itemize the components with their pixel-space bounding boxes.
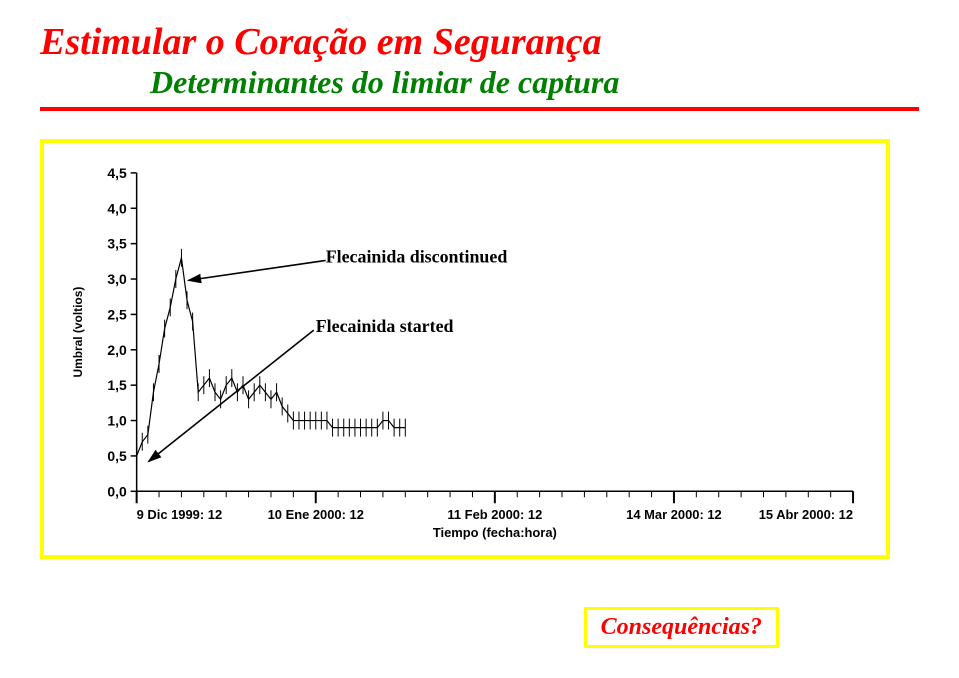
divider-rule (40, 107, 919, 111)
svg-text:1,0: 1,0 (107, 413, 127, 429)
svg-text:15 Abr 2000: 12: 15 Abr 2000: 12 (759, 507, 853, 522)
svg-text:10 Ene 2000: 12: 10 Ene 2000: 12 (268, 507, 364, 522)
svg-text:Flecainida discontinued: Flecainida discontinued (326, 246, 508, 266)
svg-text:11 Feb 2000: 12: 11 Feb 2000: 12 (447, 507, 542, 522)
footer-text: Consequências? (601, 614, 762, 640)
svg-text:2,0: 2,0 (107, 342, 127, 358)
svg-text:Flecainida started: Flecainida started (316, 316, 454, 336)
threshold-chart: 0,0 0,5 1,0 1,5 2,0 2,5 3,0 3,5 4,0 4,5 Umbral (vo… (54, 153, 876, 551)
svg-text:14 Mar 2000: 12: 14 Mar 2000: 12 (626, 507, 722, 522)
footer-box: Consequências? (584, 607, 779, 648)
svg-text:9 Dic 1999: 12: 9 Dic 1999: 12 (137, 507, 223, 522)
slide-subtitle: Determinantes do limiar de captura (150, 64, 919, 101)
slide-title: Estimular o Coração em Segurança (40, 20, 919, 64)
svg-text:4,5: 4,5 (107, 165, 127, 181)
svg-text:3,5: 3,5 (107, 236, 127, 252)
svg-text:0,5: 0,5 (107, 448, 127, 464)
svg-text:1,5: 1,5 (107, 377, 127, 393)
svg-text:0,0: 0,0 (107, 483, 127, 499)
svg-text:Umbral (voltios): Umbral (voltios) (71, 287, 85, 378)
chart-container: 0,0 0,5 1,0 1,5 2,0 2,5 3,0 3,5 4,0 4,5 Umbral (vo… (40, 139, 890, 559)
svg-text:Tiempo (fecha:hora): Tiempo (fecha:hora) (433, 525, 557, 540)
svg-text:3,0: 3,0 (107, 271, 127, 287)
svg-text:4,0: 4,0 (107, 200, 127, 216)
svg-text:2,5: 2,5 (107, 306, 127, 322)
